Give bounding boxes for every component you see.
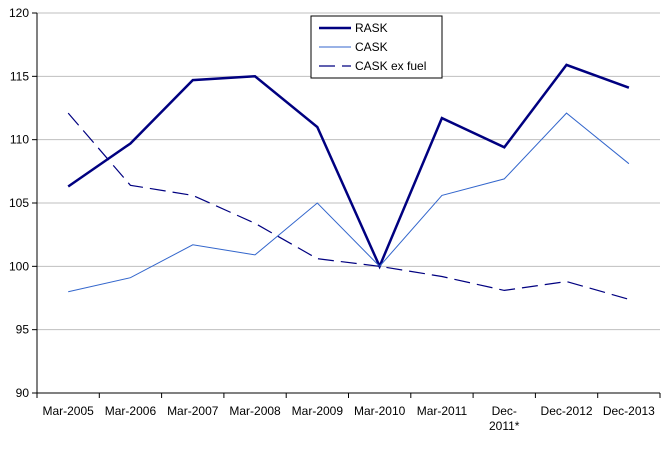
x-tick-label: Mar-2005 <box>42 404 94 418</box>
x-tick-label: Mar-2008 <box>229 404 281 418</box>
legend-label: CASK ex fuel <box>355 59 426 73</box>
y-tick-label: 90 <box>16 386 30 400</box>
x-tick-label: Dec-2011* <box>489 404 520 433</box>
y-tick-label: 100 <box>9 259 29 273</box>
x-tick-label: Mar-2007 <box>167 404 219 418</box>
x-tick-label: Mar-2011 <box>417 404 468 418</box>
x-tick-label: Dec-2012 <box>541 404 593 418</box>
x-tick-label: Mar-2010 <box>354 404 406 418</box>
legend-label: CASK <box>355 40 388 54</box>
y-tick-label: 120 <box>9 6 29 20</box>
x-tick-label: Mar-2006 <box>105 404 157 418</box>
series-lines <box>67 63 630 300</box>
axes <box>32 12 661 398</box>
y-tick-label: 115 <box>10 69 29 83</box>
legend: RASK CASK CASK ex fuel <box>310 15 443 79</box>
y-tick-label: 95 <box>16 323 30 337</box>
series-line-cask-ex-fuel <box>67 112 630 300</box>
legend-label: RASK <box>355 21 388 35</box>
series-line-cask <box>68 112 630 293</box>
x-tick-label: Mar-2009 <box>292 404 344 418</box>
x-tick-labels: Mar-2005 Mar-2006 Mar-2007 Mar-2008 Mar-2009… <box>42 404 655 433</box>
y-tick-label: 110 <box>10 133 29 147</box>
x-tick-label: Dec-2013 <box>603 404 655 418</box>
series-line-rask <box>67 63 630 270</box>
y-tick-labels: 90 95 100 105 110 115 120 <box>9 6 29 400</box>
y-tick-label: 105 <box>9 196 29 210</box>
